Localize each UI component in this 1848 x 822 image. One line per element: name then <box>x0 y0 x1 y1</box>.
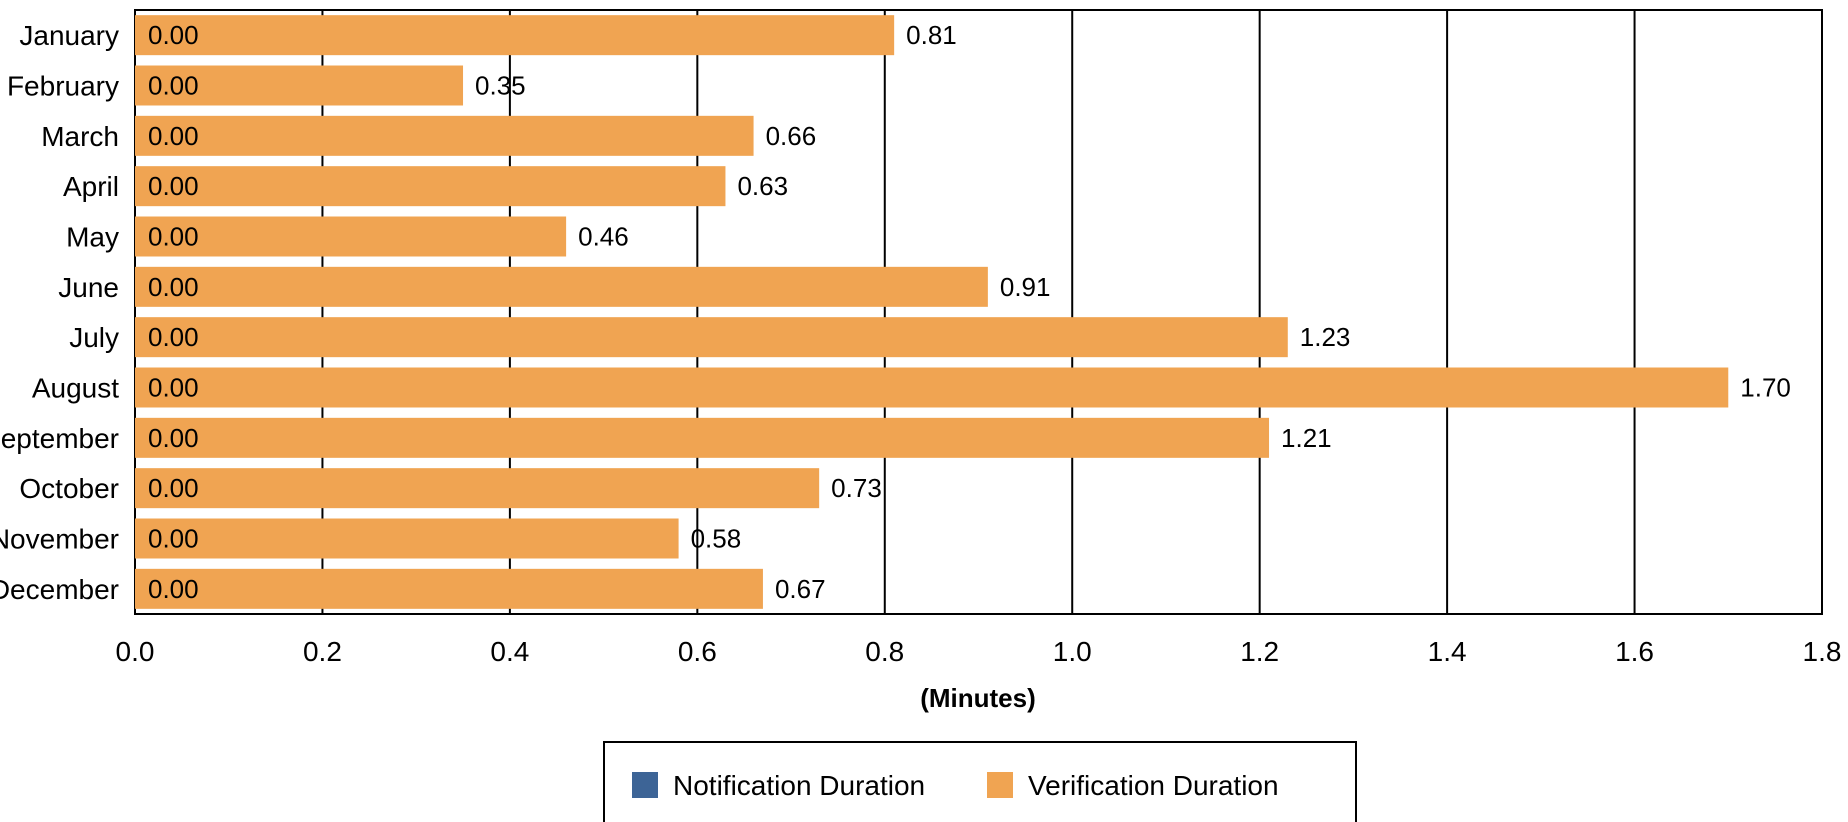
category-label: May <box>66 222 119 253</box>
legend-box <box>603 741 1357 822</box>
bar-verification <box>135 266 988 307</box>
bar-verification <box>135 568 763 609</box>
category-label: September <box>0 423 119 454</box>
x-tick-label: 0.6 <box>678 636 717 667</box>
legend-label-notification: Notification Duration <box>673 770 925 801</box>
bar-verification <box>135 115 754 156</box>
data-label-verification: 1.23 <box>1300 322 1351 352</box>
bar-verification <box>135 468 820 509</box>
category-labels: January February March April May June July Augu… <box>0 20 119 605</box>
data-label-verification: 0.58 <box>691 524 742 554</box>
data-label-notification: 0.00 <box>148 71 199 101</box>
data-label-notification: 0.00 <box>148 222 199 252</box>
x-tick-label: 1.0 <box>1053 636 1092 667</box>
bar-verification <box>135 216 567 257</box>
x-tick-label: 0.4 <box>490 636 529 667</box>
category-label: December <box>0 574 119 605</box>
bar-verification <box>135 317 1288 358</box>
category-label: October <box>19 473 119 504</box>
bar-verification <box>135 417 1270 458</box>
category-label: March <box>41 121 119 152</box>
legend: Notification Duration Verification Durat… <box>603 741 1357 822</box>
data-label-verification: 1.70 <box>1740 373 1791 403</box>
data-label-notification: 0.00 <box>148 121 199 151</box>
data-label-verification: 0.73 <box>831 473 882 503</box>
data-label-notification: 0.00 <box>148 272 199 302</box>
bar-verification <box>135 367 1729 408</box>
category-label: June <box>58 272 119 303</box>
x-tick-label: 0.2 <box>303 636 342 667</box>
bars: 0.00 0.81 0.00 0.35 0.00 0.66 0.00 0.63 0.00 0.46… <box>135 15 1791 609</box>
category-label: January <box>19 20 119 51</box>
x-tick-label: 1.4 <box>1428 636 1467 667</box>
x-tick-label: 0.0 <box>116 636 155 667</box>
data-label-verification: 1.21 <box>1281 423 1332 453</box>
bar-verification <box>135 15 895 56</box>
data-label-notification: 0.00 <box>148 20 199 50</box>
data-label-verification: 0.63 <box>737 171 788 201</box>
bar-verification <box>135 518 679 559</box>
data-label-notification: 0.00 <box>148 373 199 403</box>
data-label-verification: 0.81 <box>906 20 957 50</box>
category-label: April <box>63 171 119 202</box>
category-label: August <box>32 373 119 404</box>
data-label-verification: 0.35 <box>475 71 526 101</box>
bar-verification <box>135 65 464 106</box>
x-tick-label: 0.8 <box>865 636 904 667</box>
bar-verification <box>135 166 726 207</box>
data-label-verification: 0.46 <box>578 222 629 252</box>
data-label-notification: 0.00 <box>148 473 199 503</box>
category-label: July <box>69 322 119 353</box>
legend-swatch-notification <box>632 772 658 798</box>
data-label-notification: 0.00 <box>148 423 199 453</box>
gridlines <box>321 10 1636 614</box>
category-label: November <box>0 524 119 555</box>
legend-swatch-verification <box>987 772 1013 798</box>
data-label-notification: 0.00 <box>148 574 199 604</box>
x-tick-label: 1.8 <box>1803 636 1842 667</box>
x-axis-ticks: 0.0 0.2 0.4 0.6 0.8 1.0 1.2 1.4 1.6 1.8 <box>116 636 1842 667</box>
data-label-verification: 0.67 <box>775 574 826 604</box>
data-label-notification: 0.00 <box>148 524 199 554</box>
legend-label-verification: Verification Duration <box>1028 770 1279 801</box>
data-label-verification: 0.91 <box>1000 272 1051 302</box>
plot-area <box>134 9 1823 615</box>
x-tick-label: 1.6 <box>1615 636 1654 667</box>
data-label-notification: 0.00 <box>148 171 199 201</box>
category-label: February <box>7 71 119 102</box>
x-tick-label: 1.2 <box>1240 636 1279 667</box>
data-label-verification: 0.66 <box>766 121 817 151</box>
x-axis-title: (Minutes) <box>920 683 1036 713</box>
data-label-notification: 0.00 <box>148 322 199 352</box>
